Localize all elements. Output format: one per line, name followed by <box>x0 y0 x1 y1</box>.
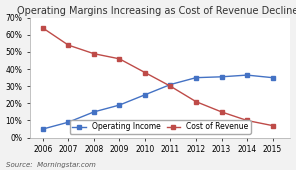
Cost of Revenue <box>118 58 121 60</box>
Line: Operating Income: Operating Income <box>41 73 274 131</box>
Operating Income <box>271 77 274 79</box>
Cost of Revenue <box>169 85 172 87</box>
Operating Income <box>118 104 121 106</box>
Cost of Revenue <box>143 72 147 74</box>
Text: Source:  Morningstar.com: Source: Morningstar.com <box>6 162 96 168</box>
Operating Income <box>41 128 45 130</box>
Operating Income <box>194 77 198 79</box>
Cost of Revenue <box>245 120 249 122</box>
Operating Income <box>92 111 96 113</box>
Operating Income <box>67 121 70 123</box>
Cost of Revenue <box>194 101 198 103</box>
Cost of Revenue <box>41 27 45 29</box>
Operating Income <box>220 76 223 78</box>
Line: Cost of Revenue: Cost of Revenue <box>41 26 274 127</box>
Cost of Revenue <box>92 53 96 55</box>
Operating Income <box>143 94 147 96</box>
Operating Income <box>245 74 249 76</box>
Cost of Revenue <box>220 111 223 113</box>
Title: Operating Margins Increasing as Cost of Revenue Declines: Operating Margins Increasing as Cost of … <box>17 6 296 16</box>
Cost of Revenue <box>271 125 274 127</box>
Operating Income <box>169 83 172 86</box>
Legend: Operating Income, Cost of Revenue: Operating Income, Cost of Revenue <box>70 120 251 134</box>
Cost of Revenue <box>67 44 70 46</box>
